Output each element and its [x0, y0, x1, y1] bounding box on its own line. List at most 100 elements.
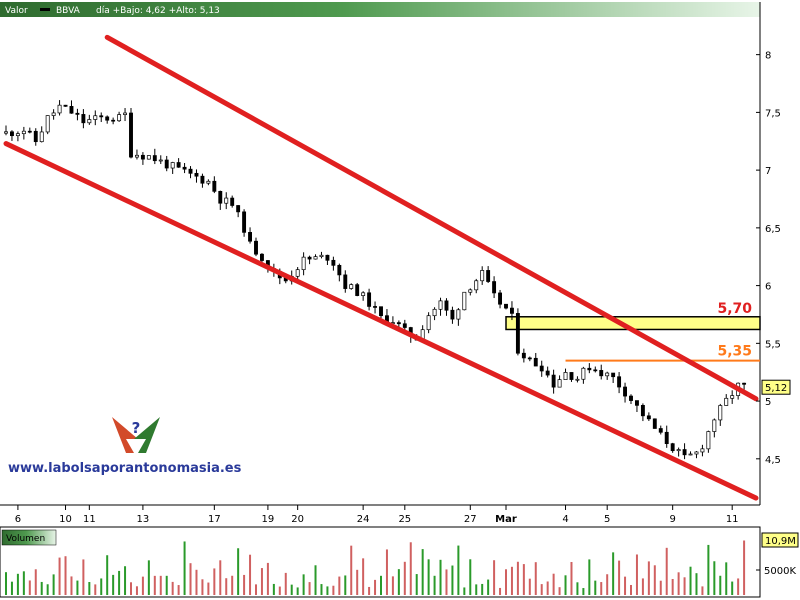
volume-bar [130, 582, 132, 595]
volume-bar [70, 576, 73, 595]
volume-bar [576, 582, 579, 595]
candle-body [343, 274, 348, 289]
volume-bar [451, 565, 454, 595]
x-tick-label: 27 [464, 514, 477, 525]
last-price-box [761, 379, 791, 395]
candle-body [623, 386, 627, 397]
volume-bar [534, 562, 537, 595]
volume-bar [505, 569, 507, 595]
y-tick-label: 6,5 [765, 224, 781, 235]
volume-bar [677, 572, 680, 595]
ticker-legend-swatch [40, 8, 50, 11]
volume-bar [719, 575, 722, 595]
candle-body [45, 115, 50, 133]
volume-bar [374, 579, 377, 595]
volume-bar [302, 574, 305, 595]
candle-body [581, 367, 586, 380]
volume-bar [82, 559, 85, 595]
volume-label-box [1, 529, 57, 546]
header-valor-label: Valor [5, 6, 28, 16]
candle-body [331, 259, 336, 266]
volume-bar [201, 579, 204, 595]
candle-body [438, 300, 443, 310]
candle-body [236, 205, 241, 213]
volume-bar [641, 578, 644, 595]
x-tick-label: 20 [291, 514, 304, 525]
volume-bar [260, 568, 263, 595]
volume-bar [338, 576, 341, 595]
candle-body [682, 449, 687, 456]
volume-bar [695, 573, 698, 595]
volume-bar [588, 559, 591, 595]
volume-bar [671, 578, 674, 595]
candle-body [93, 115, 98, 120]
header-ticker: BBVA [56, 6, 81, 16]
volume-bar [266, 562, 269, 595]
candle-body [10, 131, 14, 137]
volume-bar [207, 582, 210, 595]
candle-body [694, 451, 699, 455]
candle-body [486, 270, 491, 282]
volume-bar [356, 569, 359, 595]
volume-bar [368, 586, 371, 595]
volume-bar [522, 564, 525, 595]
x-tick-label: 13 [137, 514, 150, 525]
candle-body [69, 106, 74, 114]
volume-bar [433, 575, 436, 595]
x-tick-label: 4 [562, 514, 568, 525]
volume-bar [243, 574, 246, 595]
volume-bar [135, 586, 138, 595]
volume-bar [22, 571, 25, 595]
volume-bar [344, 575, 347, 595]
candle-body [260, 253, 264, 261]
volume-bar [225, 578, 228, 595]
candle-body [111, 119, 116, 122]
volume-bar [380, 575, 382, 595]
candle-body [557, 379, 562, 388]
candle-body [200, 175, 205, 184]
candle-body [224, 197, 229, 204]
volume-bar [213, 568, 216, 595]
volume-bar [100, 578, 103, 595]
candle-body [337, 264, 342, 276]
volume-bar [94, 584, 97, 595]
volume-last-box [761, 532, 799, 548]
x-tick-label: 11 [83, 514, 96, 525]
volume-series [5, 540, 746, 595]
volume-bar [713, 561, 716, 595]
volume-bar [439, 559, 442, 595]
volume-bar [564, 575, 567, 595]
candle-body [152, 155, 157, 162]
candle-body [504, 303, 508, 309]
candle-body [81, 114, 86, 124]
candle-body [254, 240, 258, 255]
candle-body [551, 374, 556, 388]
candle-body [349, 284, 354, 289]
candle-body [373, 306, 377, 308]
volume-bar [725, 562, 728, 595]
candle-body [629, 395, 633, 401]
volume-panel-frame [0, 526, 761, 598]
candle-body [718, 405, 723, 421]
candle-body [367, 292, 372, 307]
volume-bar [88, 582, 91, 595]
candle-body [105, 116, 110, 121]
y-tick-label: 5 [765, 397, 771, 408]
x-tick-label: 25 [398, 514, 411, 525]
candle-body [194, 172, 199, 177]
svg-text:?: ? [132, 419, 141, 437]
candle-body [188, 168, 193, 174]
candle-body [611, 372, 616, 378]
volume-bar [28, 580, 31, 595]
volume-bar [326, 586, 329, 595]
volume-tick-label: 5000K [764, 566, 796, 577]
candle-body [450, 309, 455, 320]
volume-bar [659, 580, 662, 595]
candle-body [396, 322, 401, 325]
candle-body [87, 119, 92, 124]
candle-body [724, 397, 729, 406]
x-axis-ticks: 6 10 11 13 17 19 20 24 25 27 Mar 4 5 9 11 [15, 505, 739, 525]
candle-body [164, 159, 169, 169]
volume-bar [689, 566, 692, 595]
